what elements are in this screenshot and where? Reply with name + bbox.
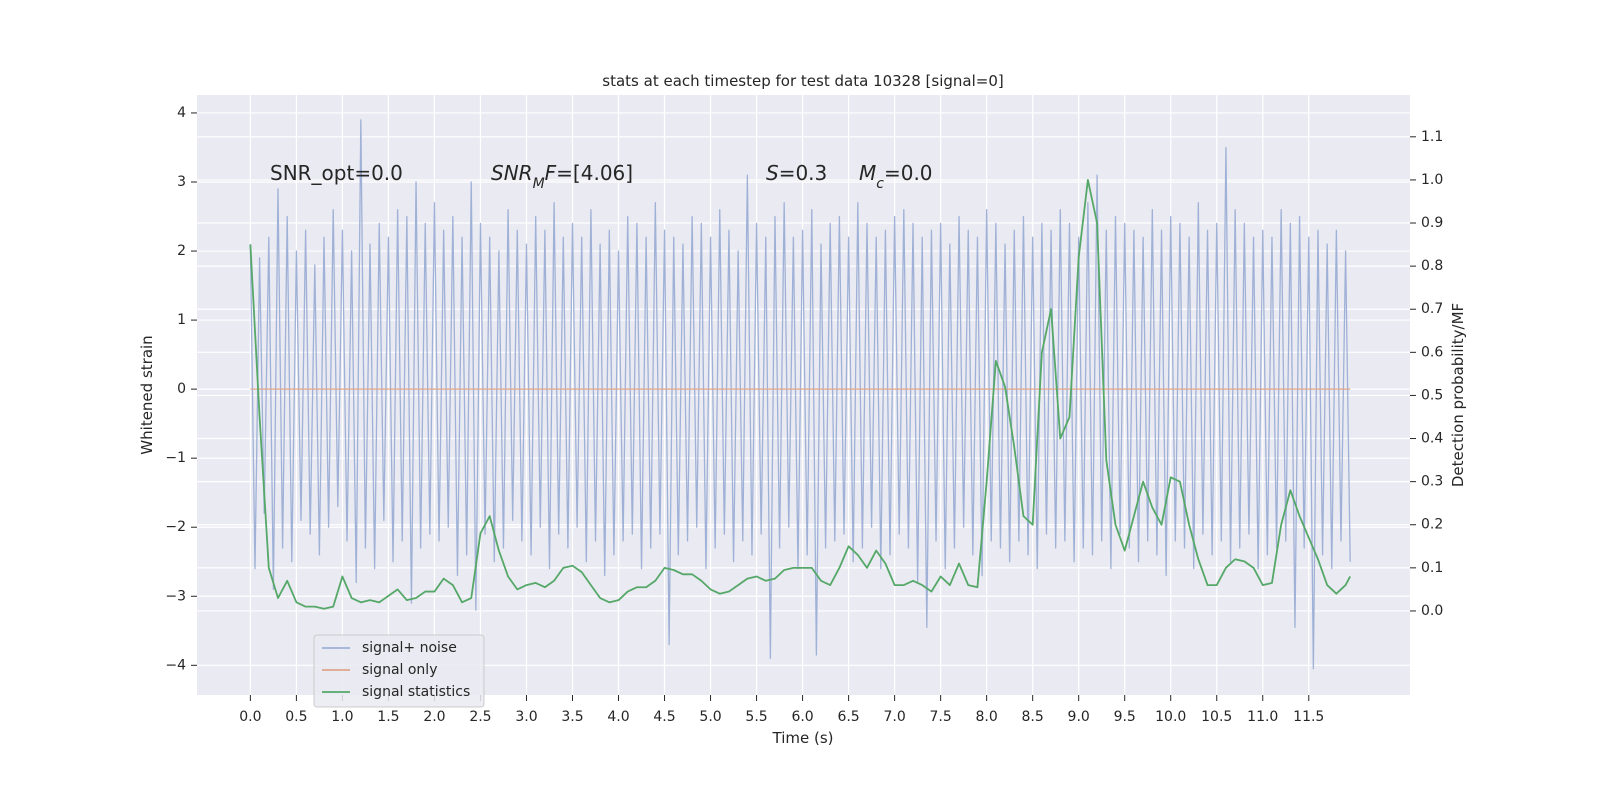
y2-tick-label: 0.0 (1421, 603, 1443, 619)
x-tick-label: 5.5 (745, 709, 767, 725)
y2-tick-label: 0.5 (1421, 387, 1443, 403)
series-line (249, 119, 1351, 670)
y-tick-label: −3 (165, 588, 186, 604)
x-tick-label: 3.0 (515, 709, 537, 725)
y2-tick-label: 0.4 (1421, 431, 1443, 447)
y2-tick-label: 0.2 (1421, 517, 1443, 533)
labels: 0.0 0.5 1.0 1.5 2.0 2.5 3.0 3.5 4.0 4.5 5.0 5.5 6.0 6… (165, 105, 1443, 725)
y2-tick-label: 0.9 (1421, 215, 1443, 231)
chart-title: stats at each timestep for test data 103… (602, 72, 1003, 90)
annotation: SNRMF=[4.06] (491, 161, 633, 192)
annotation-part: M (533, 176, 545, 192)
legend-label: signal statistics (362, 684, 470, 700)
y-tick-label: 1 (177, 312, 186, 328)
series-line (249, 179, 1351, 610)
annotation-part: =0.0 (884, 161, 933, 185)
y2-tick-label: 0.1 (1421, 560, 1443, 576)
x-tick-label: 7.0 (883, 709, 905, 725)
x-tick-label: 10.0 (1155, 709, 1186, 725)
annotation-part: =[4.06] (556, 161, 633, 185)
x-tick-label: 4.5 (653, 709, 675, 725)
legend-label: signal only (362, 662, 437, 678)
y-tick-label: −4 (165, 657, 186, 673)
x-tick-label: 5.0 (699, 709, 721, 725)
x-tick-label: 10.5 (1201, 709, 1232, 725)
y-tick-label: 3 (177, 174, 186, 190)
x-tick-label: 9.5 (1114, 709, 1136, 725)
y-axis-label: Whitened strain (138, 335, 156, 454)
y-tick-label: 2 (177, 243, 186, 259)
y2-axis-label: Detection probability/MF (1449, 303, 1467, 487)
annotation-part: =0.3 (779, 161, 828, 185)
y-tick-label: 0 (177, 381, 186, 397)
annotation-part: M (859, 161, 876, 185)
x-tick-label: 4.0 (607, 709, 629, 725)
y2-tick-label: 0.8 (1421, 258, 1443, 274)
x-tick-label: 1.5 (377, 709, 399, 725)
y2-tick-label: 0.7 (1421, 301, 1443, 317)
annotation: SNR_opt=0.0 (270, 161, 403, 185)
y2-tick-label: 0.3 (1421, 474, 1443, 490)
annotation-part: SNR_opt=0.0 (270, 161, 403, 185)
y2-tick-label: 1.1 (1421, 129, 1443, 145)
annotation-part: SNR (491, 161, 533, 185)
x-tick-label: 11.5 (1293, 709, 1324, 725)
annotation-part: S (766, 161, 779, 185)
y2-tick-label: 0.6 (1421, 344, 1443, 360)
annotation-part: F (545, 161, 557, 185)
x-axis-label: Time (s) (772, 729, 834, 747)
x-tick-label: 8.5 (1022, 709, 1044, 725)
legend-label: signal+ noise (362, 640, 457, 656)
x-tick-label: 6.5 (837, 709, 859, 725)
x-tick-label: 1.0 (331, 709, 353, 725)
x-tick-label: 8.0 (976, 709, 998, 725)
x-tick-label: 6.0 (791, 709, 813, 725)
x-tick-label: 11.0 (1247, 709, 1278, 725)
x-tick-label: 2.0 (423, 709, 445, 725)
x-tick-label: 0.0 (239, 709, 261, 725)
x-tick-label: 7.5 (929, 709, 951, 725)
y-tick-label: 4 (177, 105, 186, 121)
x-tick-label: 2.5 (469, 709, 491, 725)
annotation-part: c (876, 176, 884, 192)
annotation: Mc=0.0 (859, 161, 933, 192)
x-tick-label: 3.5 (561, 709, 583, 725)
x-tick-label: 0.5 (285, 709, 307, 725)
y2-tick-label: 1.0 (1421, 172, 1443, 188)
annotation: S=0.3 (766, 161, 827, 185)
lines (249, 119, 1351, 670)
x-tick-label: 9.0 (1068, 709, 1090, 725)
legend-box (313, 634, 485, 708)
legend: signal+ noise signal only signal statistic… (313, 634, 485, 708)
y-tick-label: −1 (165, 450, 186, 466)
y-tick-label: −2 (165, 519, 186, 535)
